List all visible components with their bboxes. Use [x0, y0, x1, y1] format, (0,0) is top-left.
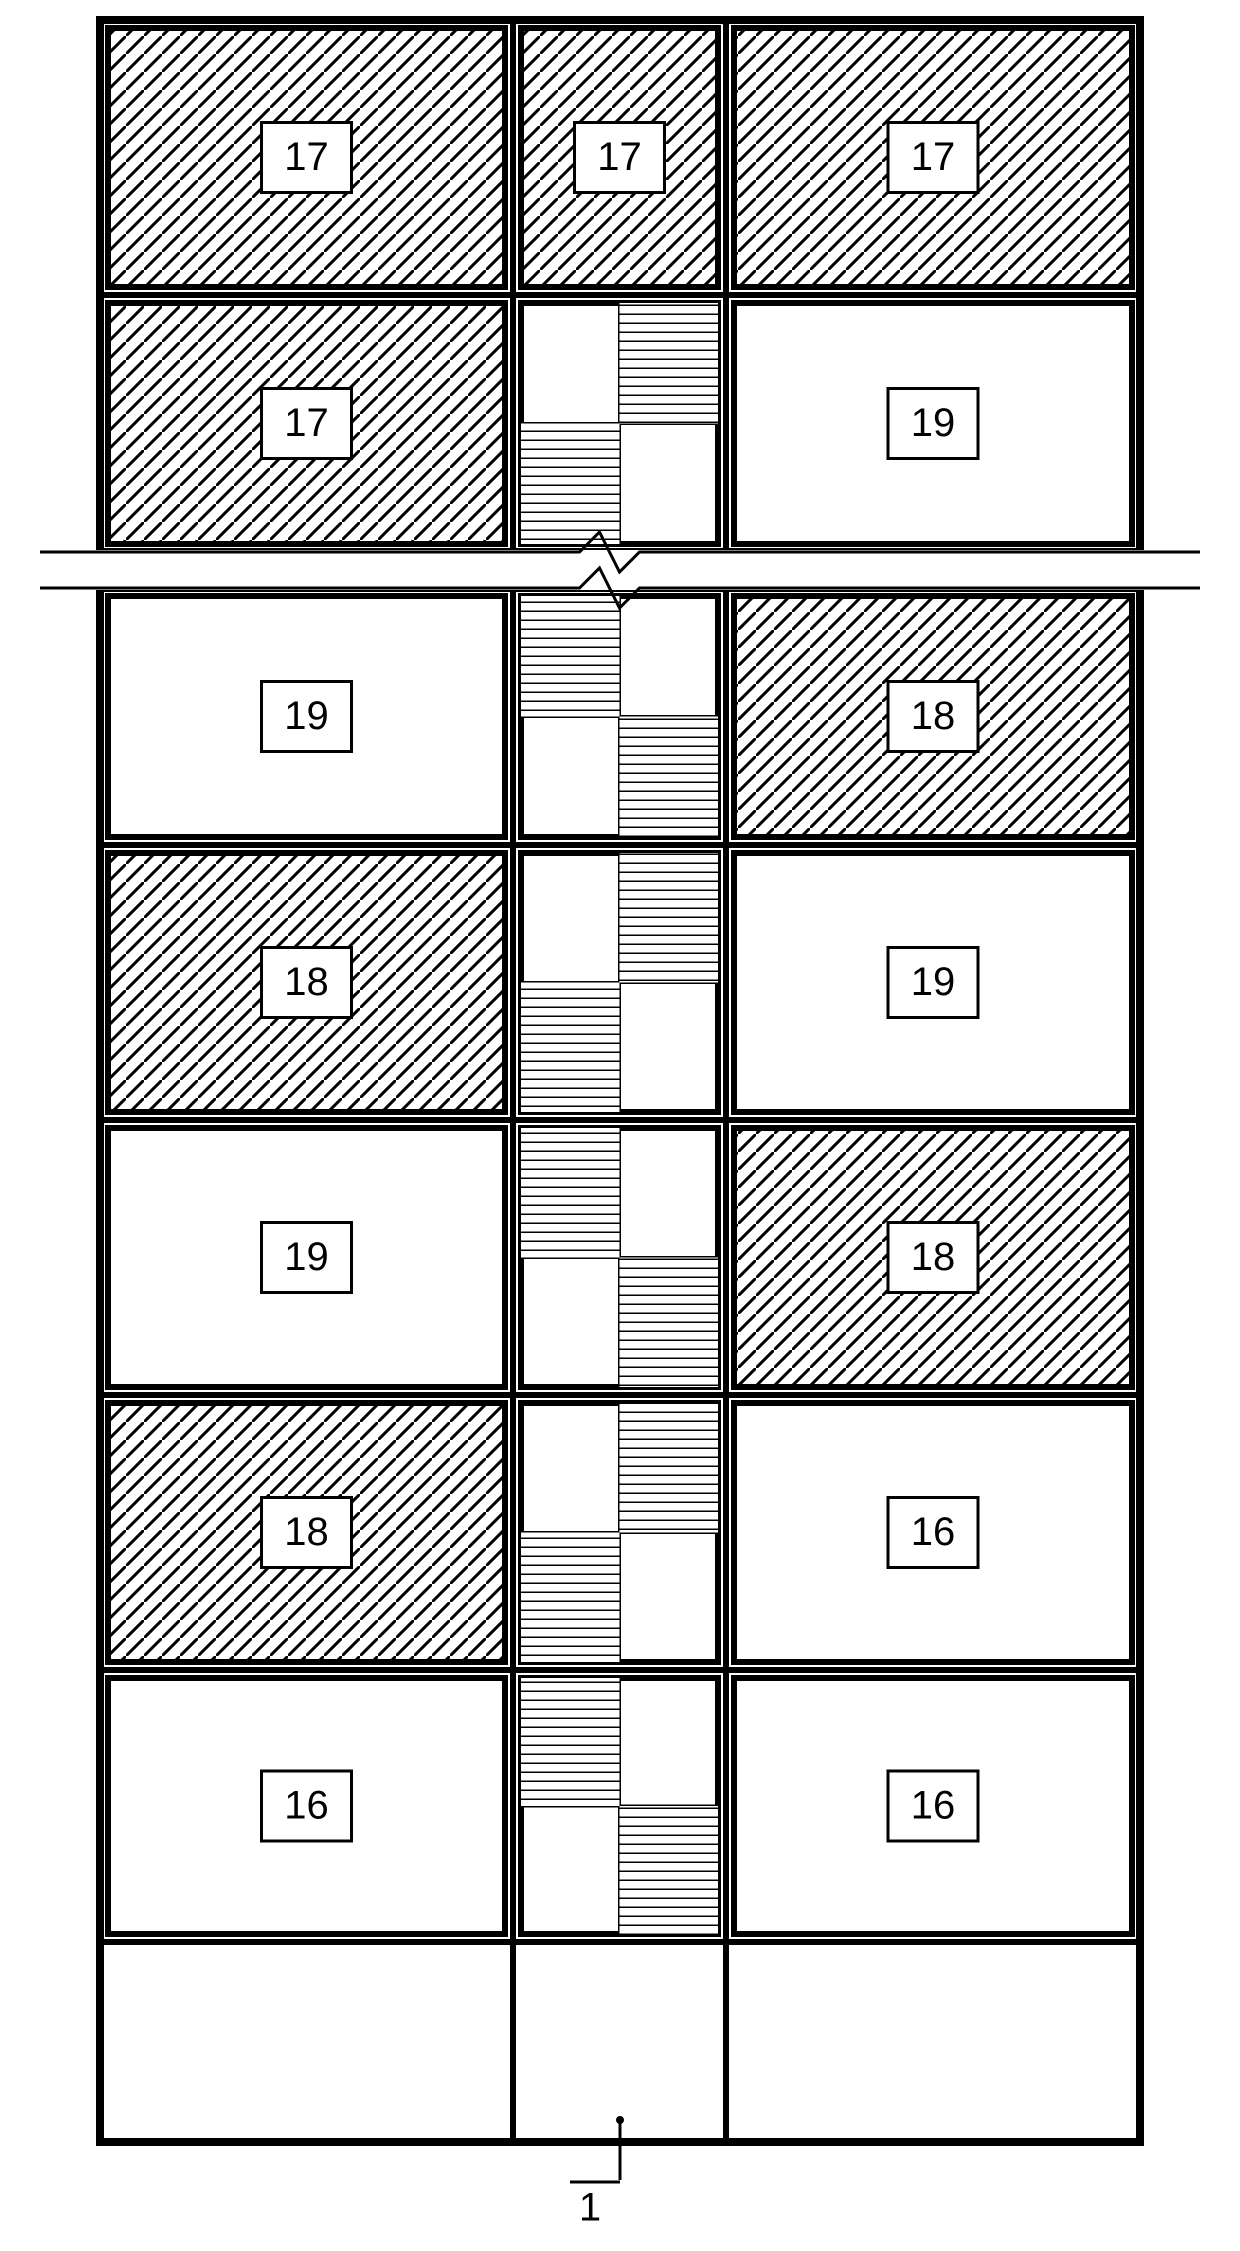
cell-label: 16	[911, 1784, 956, 1828]
cell-label: 17	[284, 401, 329, 445]
cell-label: 18	[911, 694, 956, 738]
leader-dot	[616, 2116, 624, 2124]
cell-label: 16	[284, 1784, 329, 1828]
cell-label: 19	[284, 1235, 329, 1279]
cell-label: 18	[284, 1510, 329, 1554]
cell-label: 18	[911, 1235, 956, 1279]
cell-label: 18	[284, 960, 329, 1004]
cell-label: 17	[284, 135, 329, 179]
cell-label: 16	[911, 1510, 956, 1554]
cell-label: 19	[284, 694, 329, 738]
bottom-label: 1	[579, 2186, 601, 2230]
building-elevation-diagram: 17 17 17 17 19 19 18 18 19 19 18 18 16 16 16 1	[0, 0, 1240, 2251]
cell-label: 19	[911, 960, 956, 1004]
cell-label: 19	[911, 401, 956, 445]
cell-label: 17	[911, 135, 956, 179]
cell-label: 17	[597, 135, 642, 179]
